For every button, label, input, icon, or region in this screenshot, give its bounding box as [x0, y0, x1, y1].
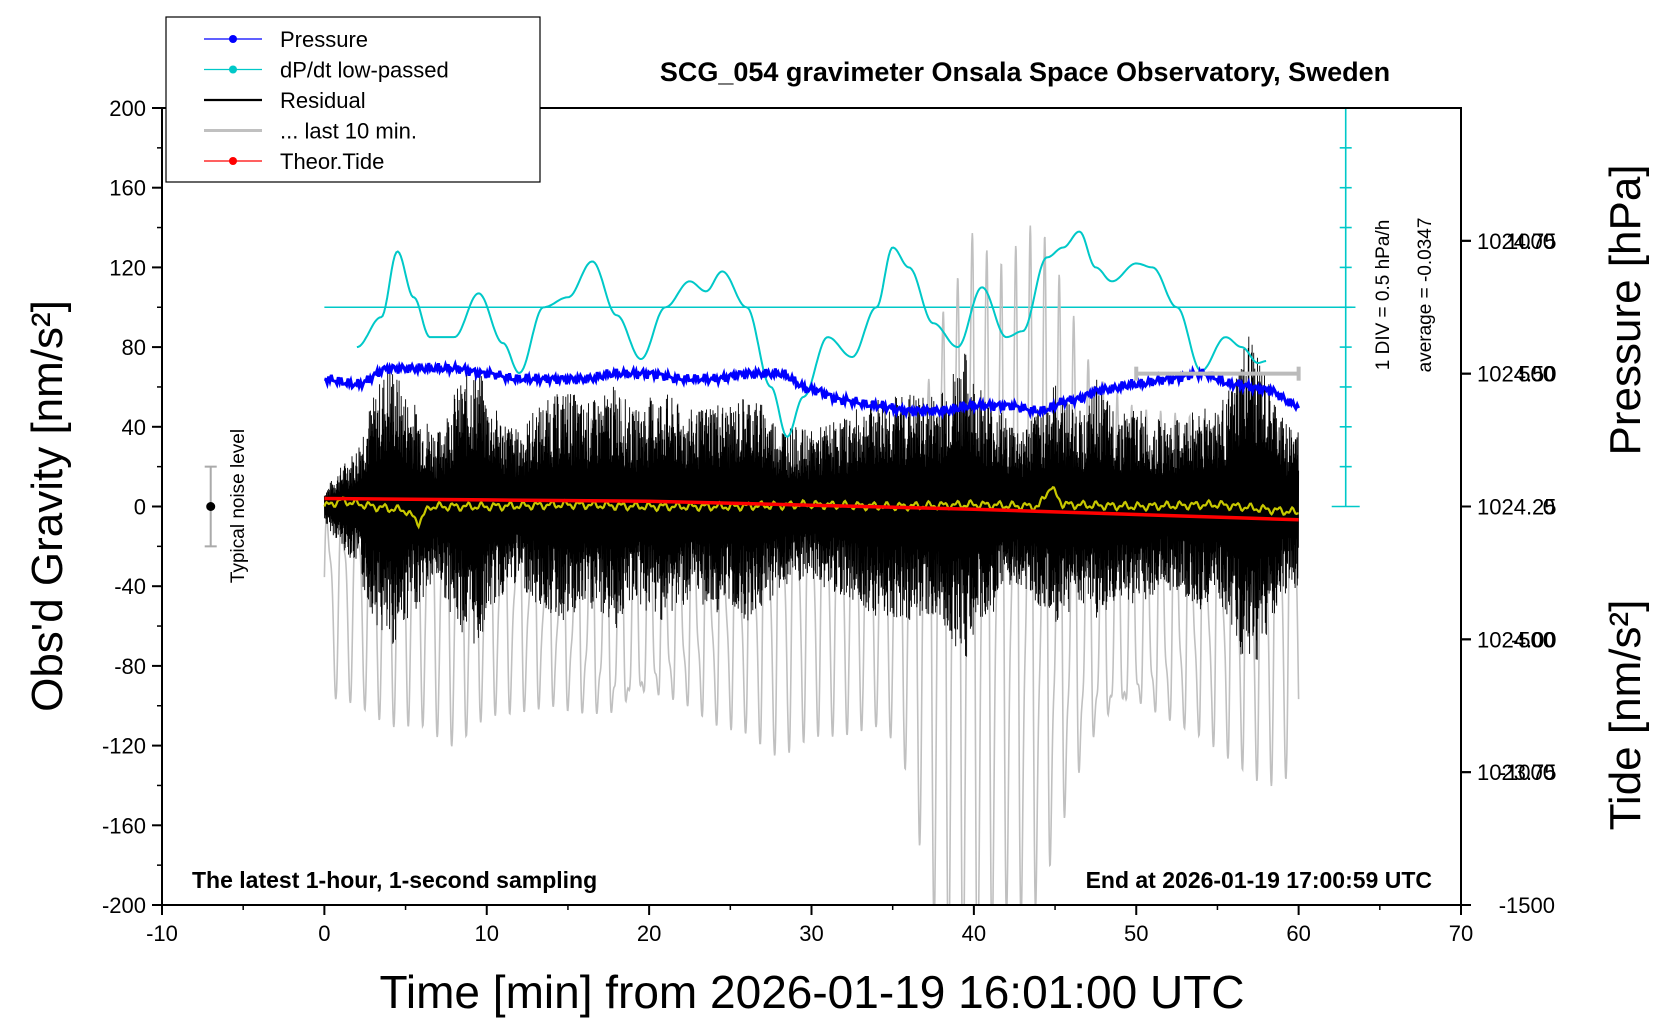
y-tick-label: -40 [114, 574, 146, 599]
y-tick-label: 160 [109, 176, 146, 201]
y-tick-label: -120 [102, 734, 146, 759]
noise-level-bar [204, 465, 217, 548]
y-tick-label: 80 [122, 335, 146, 360]
chart-title: SCG_054 gravimeter Onsala Space Observat… [660, 57, 1390, 87]
tide-tick-label: 0 [1543, 495, 1555, 520]
legend: Pressure dP/dt low-passed Residual ... last… [165, 16, 541, 183]
y-tick-label: -200 [102, 893, 146, 918]
dpdt-scale-label: 1 DIV = 0.5 hPa/h [1373, 220, 1394, 371]
tide-tick-label: 1000 [1506, 229, 1555, 254]
y-axis-title-pressure: Pressure [hPa] [1601, 164, 1650, 455]
tide-tick-label: 500 [1518, 362, 1555, 387]
legend-label: ... last 10 min. [280, 119, 417, 144]
legend-swatch-dot [229, 157, 237, 165]
x-tick-label: 50 [1124, 921, 1148, 946]
pressure-tick-label: 1024.00 [1477, 627, 1557, 652]
legend-item: dP/dt low-passed [204, 58, 449, 83]
x-tick-label: 60 [1286, 921, 1310, 946]
series-residual-lowpassed [323, 486, 1299, 530]
legend-swatch-dot [229, 65, 237, 74]
axis-layer: -10 0 10 20 30 40 50 60 70 200 160 120 80 40 0 -40 -80 -1… [102, 96, 1557, 946]
legend-item: Pressure [204, 27, 368, 52]
x-tick-label: 30 [799, 921, 823, 946]
annotation-sampling: The latest 1-hour, 1-second sampling [192, 867, 597, 893]
annotation-end-time: End at 2026-01-19 17:00:59 UTC [1086, 867, 1432, 893]
series-theor-tide [324, 496, 1299, 522]
legend-label: Residual [280, 88, 366, 113]
x-tick-label: 20 [637, 921, 661, 946]
y-tick-label: 120 [109, 255, 146, 280]
y-tick-label: 40 [122, 415, 146, 440]
pressure-tick-label: 1023.75 [1477, 760, 1557, 785]
legend-swatch-dot [229, 35, 237, 43]
legend-item: ... last 10 min. [204, 119, 417, 144]
legend-label: Pressure [280, 27, 368, 52]
pressure-tick-label: 1024.50 [1477, 362, 1557, 387]
y-tick-label: 0 [134, 495, 146, 520]
tide-tick-label: -1000 [1499, 760, 1555, 785]
pressure-tick-label: 1024.25 [1477, 495, 1557, 520]
legend-label: Theor.Tide [280, 149, 384, 174]
y-axis-title-tide: Tide [nm/s²] [1601, 600, 1650, 831]
dpdt-average-label: average = -0.0347 [1415, 218, 1436, 373]
x-tick-label: 40 [962, 921, 986, 946]
tide-tick-label: -500 [1511, 627, 1555, 652]
x-tick-label: 70 [1449, 921, 1473, 946]
x-axis-title: Time [min] from 2026-01-19 16:01:00 UTC [380, 966, 1245, 1018]
data-layer [204, 107, 1360, 905]
series-residual [323, 336, 1300, 660]
x-tick-label: 0 [318, 921, 330, 946]
noise-level-label: Typical noise level [228, 429, 249, 583]
series-pressure [323, 359, 1300, 420]
legend-label: dP/dt low-passed [280, 58, 449, 83]
legend-item: Theor.Tide [204, 149, 384, 174]
y-axis-title-gravity: Obs'd Gravity [nm/s²] [23, 300, 72, 712]
last-10-min-bar [1134, 366, 1301, 381]
x-tick-label: -10 [146, 921, 178, 946]
y-tick-label: -80 [114, 654, 146, 679]
tide-tick-label: -1500 [1499, 893, 1555, 918]
y-tick-label: -160 [102, 813, 146, 838]
legend-item: Residual [204, 88, 366, 113]
y-tick-label: 200 [109, 96, 146, 121]
noise-bar-center [206, 502, 216, 511]
x-tick-label: 10 [475, 921, 499, 946]
pressure-tick-label: 1024.75 [1477, 229, 1557, 254]
